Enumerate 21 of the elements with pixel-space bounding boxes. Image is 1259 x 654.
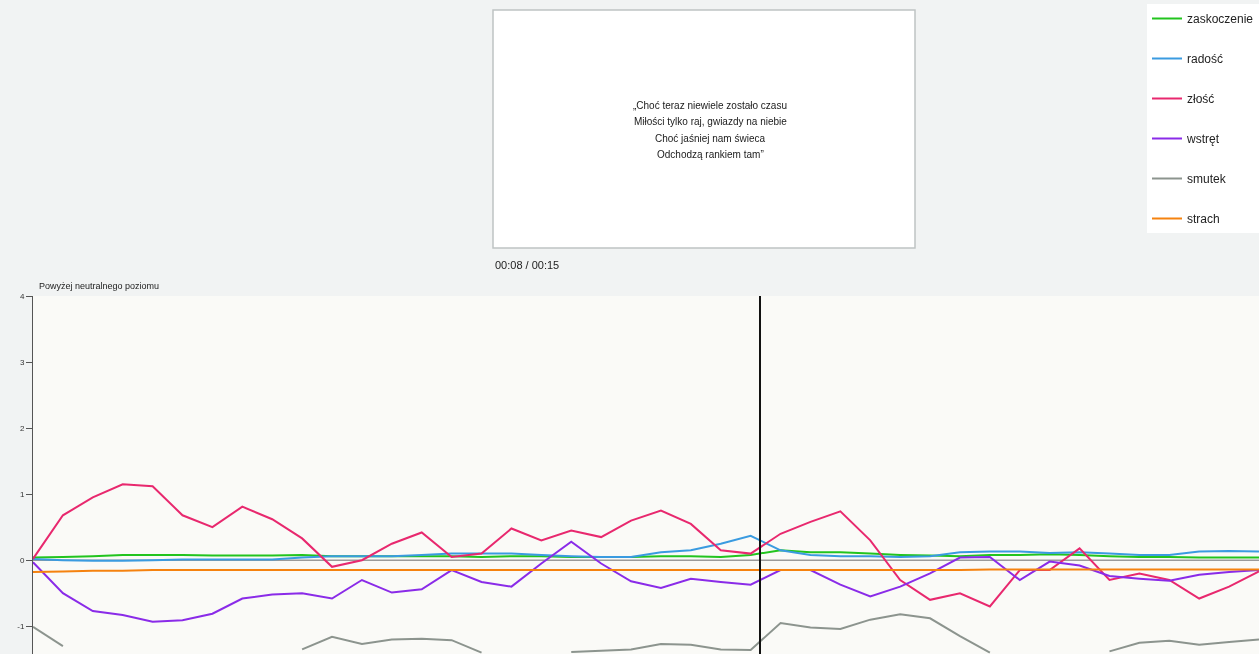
legend-label: radość bbox=[1187, 52, 1224, 67]
text: Choć jaśniej nam świeca bbox=[655, 133, 766, 144]
line-series bbox=[33, 483, 1259, 608]
y-tick-label: 0 bbox=[19, 556, 25, 566]
y-tick-label: 2 bbox=[19, 423, 25, 433]
text: „Choć teraz niewiele zostało czasu bbox=[633, 100, 787, 111]
y-tick-label: 4 bbox=[19, 291, 25, 301]
y-tick-label: 1 bbox=[19, 489, 25, 499]
legend-label: zaskoczenie bbox=[1187, 12, 1254, 27]
y-axis-title: Powyżej neutralnego poziomu bbox=[39, 281, 160, 291]
y-tick-label: 3 bbox=[19, 357, 25, 367]
legend-label: smutek bbox=[1187, 172, 1227, 187]
y-tick-label: -1 bbox=[17, 622, 25, 632]
text: Odchodzą rankiem tam” bbox=[657, 149, 764, 160]
legend-label: złość bbox=[1187, 92, 1215, 107]
text: 00:08 / 00:15 bbox=[495, 259, 560, 271]
legend-label: wstręt bbox=[1186, 132, 1220, 147]
line-series bbox=[33, 540, 1259, 623]
legend-label: strach bbox=[1187, 212, 1220, 227]
line-series bbox=[33, 534, 1259, 562]
text: Miłości tylko raj, gwiazdy na niebie bbox=[634, 116, 788, 127]
